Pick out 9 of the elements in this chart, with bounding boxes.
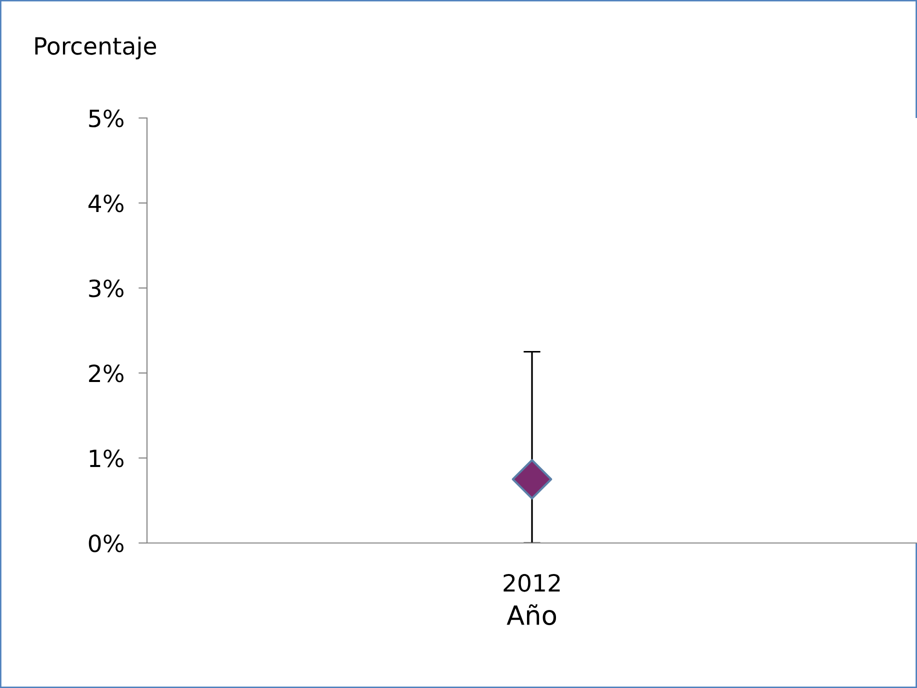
y-tick-label: 5% (89, 109, 124, 128)
y-tick-label: 4% (88, 194, 124, 212)
y-tick-label: 2% (89, 364, 124, 382)
y-tick-label: 1% (90, 449, 124, 468)
y-tick-label: 0% (88, 534, 124, 552)
y-axis-title: Porcentaje (35, 36, 156, 60)
x-axis-title: Año (506, 604, 556, 626)
x-tick-label: 2012 (504, 574, 560, 592)
y-tick-label: 3% (89, 279, 124, 298)
